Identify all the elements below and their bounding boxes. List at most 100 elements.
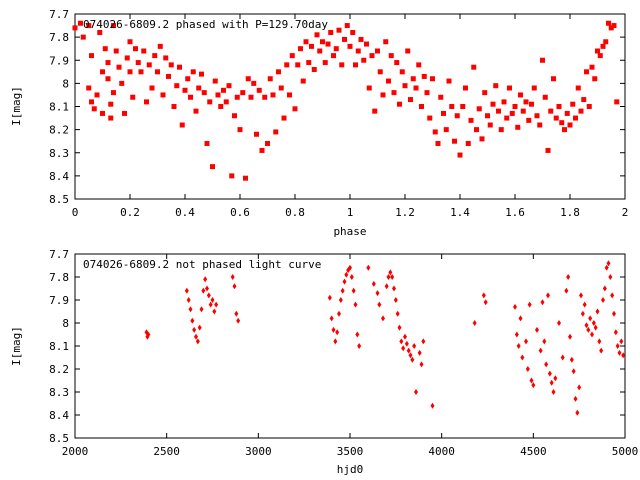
data-point — [86, 23, 92, 29]
data-point — [86, 85, 92, 91]
data-point — [163, 55, 169, 61]
data-point — [329, 315, 334, 322]
phased-y-axis-label: I[mag] — [10, 86, 23, 126]
data-point — [355, 331, 360, 338]
data-point — [399, 69, 405, 75]
data-point — [201, 287, 206, 294]
data-point — [331, 326, 336, 333]
data-point — [210, 297, 215, 303]
data-point — [463, 85, 468, 91]
data-point — [527, 301, 532, 308]
data-point — [526, 117, 532, 123]
data-point — [336, 27, 342, 33]
data-point — [586, 326, 591, 333]
data-point — [501, 99, 507, 105]
data-point — [184, 287, 189, 294]
data-point — [105, 76, 111, 82]
data-point — [221, 87, 226, 93]
unphased-x-tick-label: 4000 — [428, 445, 455, 458]
data-point — [353, 62, 358, 68]
data-point — [485, 113, 490, 119]
unphased-x-tick-label: 3000 — [245, 445, 272, 458]
data-point — [91, 106, 97, 112]
data-point — [590, 331, 594, 338]
data-point — [424, 90, 430, 96]
data-point — [457, 152, 463, 158]
data-point — [610, 292, 615, 299]
data-point — [381, 315, 385, 322]
data-point — [386, 78, 391, 84]
data-point — [542, 94, 548, 100]
data-point — [234, 310, 239, 317]
data-point — [292, 106, 298, 112]
data-point — [529, 101, 534, 107]
data-point — [168, 62, 174, 68]
data-point — [196, 85, 202, 91]
data-point — [237, 127, 243, 133]
phased-light-curve-panel: phase I[mag] 0 0.2 0.4 0.6 0.8 1 1.2 1.4 1.6 1.8 2… — [10, 8, 628, 238]
data-point — [430, 76, 435, 82]
data-point — [171, 104, 177, 109]
data-point — [608, 274, 613, 280]
data-point — [108, 101, 114, 107]
phased-x-tick-label: 0.2 — [120, 206, 140, 219]
phased-data-points — [72, 20, 620, 181]
data-point — [317, 48, 323, 54]
data-point — [513, 303, 517, 310]
unphased-x-tick-label: 2000 — [62, 445, 89, 458]
data-point — [190, 69, 196, 75]
data-point — [391, 90, 397, 96]
data-point — [588, 315, 593, 322]
data-point — [185, 76, 191, 82]
data-point — [582, 301, 587, 308]
data-point — [303, 39, 309, 45]
phased-y-tick-label: 7.8 — [49, 31, 69, 44]
phased-plot-frame — [74, 13, 626, 200]
data-point — [562, 127, 567, 133]
data-point — [364, 41, 369, 47]
phased-x-axis-label: phase — [333, 225, 366, 238]
data-point — [524, 338, 528, 345]
data-point — [446, 78, 452, 84]
data-point — [195, 338, 200, 345]
data-point — [72, 25, 78, 31]
data-point — [569, 356, 574, 363]
data-point — [333, 46, 339, 52]
data-point — [149, 85, 155, 91]
data-point — [482, 90, 488, 96]
unphased-chart-title: 074026-6809.2 not phased light curve — [83, 258, 321, 271]
data-point — [372, 108, 378, 114]
data-point — [281, 115, 287, 121]
data-point — [89, 53, 94, 59]
data-point — [476, 106, 482, 112]
data-point — [496, 108, 501, 114]
data-point — [551, 76, 556, 82]
phased-y-tick-label: 7.7 — [49, 8, 69, 21]
data-point — [339, 62, 345, 68]
data-point — [236, 317, 241, 324]
data-point — [404, 340, 409, 347]
data-point — [338, 297, 343, 303]
data-point — [419, 104, 424, 109]
data-point — [518, 92, 523, 98]
data-point — [207, 99, 213, 105]
data-point — [210, 164, 215, 170]
data-point — [78, 20, 83, 26]
data-point — [597, 53, 603, 59]
data-point — [410, 356, 415, 363]
data-point — [108, 115, 114, 121]
data-point — [188, 94, 193, 100]
data-point — [575, 85, 581, 91]
data-point — [600, 43, 606, 49]
data-point — [507, 85, 512, 91]
data-point — [194, 333, 198, 340]
data-point — [325, 41, 331, 47]
data-point — [182, 87, 188, 93]
data-point — [388, 53, 394, 59]
data-point — [564, 287, 569, 294]
data-point — [111, 90, 116, 96]
data-point — [460, 104, 466, 109]
data-point — [179, 122, 185, 128]
data-point — [487, 122, 493, 128]
